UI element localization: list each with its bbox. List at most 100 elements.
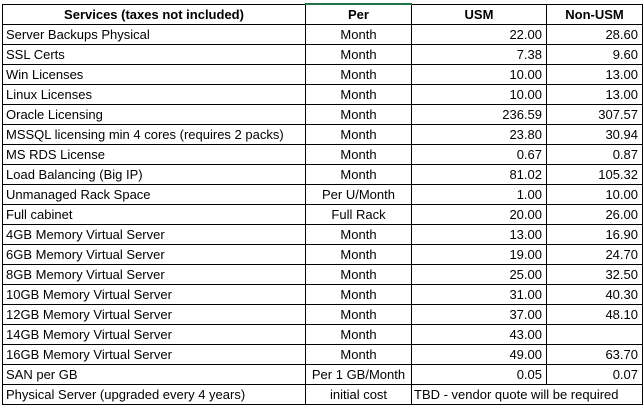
table-row: Load Balancing (Big IP) Month 81.02 105.32 (2, 164, 643, 185)
per-cell[interactable]: Month (305, 64, 412, 85)
per-cell[interactable]: Month (305, 264, 412, 285)
non-usm-price-cell[interactable]: 48.10 (546, 304, 643, 325)
table-row: Unmanaged Rack Space Per U/Month 1.00 10.00 (2, 184, 643, 205)
usm-price-cell[interactable]: 49.00 (411, 344, 547, 365)
service-cell[interactable]: Win Licenses (2, 64, 306, 85)
table-row: 8GB Memory Virtual Server Month 25.00 32.50 (2, 264, 643, 285)
usm-price-cell[interactable]: 10.00 (411, 84, 547, 105)
per-cell[interactable]: Month (305, 344, 412, 365)
table-row: 10GB Memory Virtual Server Month 31.00 40.3… (2, 284, 643, 305)
non-usm-price-cell[interactable]: 307.57 (546, 104, 643, 125)
non-usm-price-cell[interactable]: 105.32 (546, 164, 643, 185)
per-cell[interactable]: Month (305, 144, 412, 165)
header-non-usm[interactable]: Non-USM (546, 3, 643, 25)
table-row: 6GB Memory Virtual Server Month 19.00 24.70 (2, 244, 643, 265)
usm-price-cell[interactable]: 19.00 (411, 244, 547, 265)
table-row: Oracle Licensing Month 236.59 307.57 (2, 104, 643, 125)
non-usm-price-cell[interactable] (546, 324, 643, 345)
usm-price-cell[interactable]: 25.00 (411, 264, 547, 285)
usm-price-cell[interactable]: 236.59 (411, 104, 547, 125)
non-usm-price-cell[interactable]: 0.07 (546, 364, 643, 385)
usm-price-cell[interactable]: 0.05 (411, 364, 547, 385)
service-cell[interactable]: Full cabinet (2, 204, 306, 225)
non-usm-price-cell[interactable]: 0.87 (546, 144, 643, 165)
service-cell[interactable]: 16GB Memory Virtual Server (2, 344, 306, 365)
per-cell[interactable]: initial cost (305, 384, 412, 405)
per-cell[interactable]: Month (305, 164, 412, 185)
non-usm-price-cell[interactable]: 24.70 (546, 244, 643, 265)
usm-price-cell[interactable]: 0.67 (411, 144, 547, 165)
usm-price-cell[interactable]: 23.80 (411, 124, 547, 145)
vendor-quote-note-cell[interactable]: TBD - vendor quote will be required (411, 384, 643, 405)
non-usm-price-cell[interactable]: 28.60 (546, 24, 643, 45)
usm-price-cell[interactable]: 13.00 (411, 224, 547, 245)
table-row: 12GB Memory Virtual Server Month 37.00 48.1… (2, 304, 643, 325)
table-body: Server Backups Physical Month 22.00 28.60 SS… (2, 24, 643, 405)
header-row: Services (taxes not included) Per USM No… (2, 3, 643, 25)
service-cell[interactable]: Physical Server (upgraded every 4 years) (2, 384, 306, 405)
service-cell[interactable]: Load Balancing (Big IP) (2, 164, 306, 185)
non-usm-price-cell[interactable]: 63.70 (546, 344, 643, 365)
service-cell[interactable]: Unmanaged Rack Space (2, 184, 306, 205)
non-usm-price-cell[interactable]: 32.50 (546, 264, 643, 285)
non-usm-price-cell[interactable]: 26.00 (546, 204, 643, 225)
non-usm-price-cell[interactable]: 40.30 (546, 284, 643, 305)
per-cell[interactable]: Month (305, 324, 412, 345)
service-cell[interactable]: 10GB Memory Virtual Server (2, 284, 306, 305)
service-cell[interactable]: SAN per GB (2, 364, 306, 385)
non-usm-price-cell[interactable]: 16.90 (546, 224, 643, 245)
usm-price-cell[interactable]: 81.02 (411, 164, 547, 185)
usm-price-cell[interactable]: 7.38 (411, 44, 547, 65)
per-cell[interactable]: Per 1 GB/Month (305, 364, 412, 385)
service-cell[interactable]: Server Backups Physical (2, 24, 306, 45)
service-cell[interactable]: 12GB Memory Virtual Server (2, 304, 306, 325)
table-row: Server Backups Physical Month 22.00 28.60 (2, 24, 643, 45)
table-row: Win Licenses Month 10.00 13.00 (2, 64, 643, 85)
non-usm-price-cell[interactable]: 13.00 (546, 84, 643, 105)
per-cell[interactable]: Month (305, 224, 412, 245)
non-usm-price-cell[interactable]: 9.60 (546, 44, 643, 65)
table-row: Linux Licenses Month 10.00 13.00 (2, 84, 643, 105)
per-cell[interactable]: Month (305, 304, 412, 325)
service-cell[interactable]: SSL Certs (2, 44, 306, 65)
table-row: Physical Server (upgraded every 4 years)… (2, 384, 643, 405)
per-cell[interactable]: Month (305, 24, 412, 45)
per-cell[interactable]: Full Rack (305, 204, 412, 225)
usm-price-cell[interactable]: 1.00 (411, 184, 547, 205)
table-row: 4GB Memory Virtual Server Month 13.00 16.90 (2, 224, 643, 245)
usm-price-cell[interactable]: 22.00 (411, 24, 547, 45)
table-row: SSL Certs Month 7.38 9.60 (2, 44, 643, 65)
per-cell[interactable]: Month (305, 44, 412, 65)
per-cell[interactable]: Month (305, 284, 412, 305)
per-cell[interactable]: Month (305, 244, 412, 265)
per-cell[interactable]: Month (305, 104, 412, 125)
usm-price-cell[interactable]: 20.00 (411, 204, 547, 225)
service-cell[interactable]: MS RDS License (2, 144, 306, 165)
pricing-table: Services (taxes not included) Per USM No… (2, 3, 643, 405)
header-usm[interactable]: USM (411, 3, 547, 25)
table-row: MSSQL licensing min 4 cores (requires 2 … (2, 124, 643, 145)
header-services[interactable]: Services (taxes not included) (2, 3, 306, 25)
service-cell[interactable]: MSSQL licensing min 4 cores (requires 2 … (2, 124, 306, 145)
table-row: SAN per GB Per 1 GB/Month 0.05 0.07 (2, 364, 643, 385)
usm-price-cell[interactable]: 37.00 (411, 304, 547, 325)
service-cell[interactable]: Linux Licenses (2, 84, 306, 105)
per-cell[interactable]: Month (305, 84, 412, 105)
table-row: 14GB Memory Virtual Server Month 43.00 (2, 324, 643, 345)
service-cell[interactable]: 4GB Memory Virtual Server (2, 224, 306, 245)
usm-price-cell[interactable]: 31.00 (411, 284, 547, 305)
service-cell[interactable]: 14GB Memory Virtual Server (2, 324, 306, 345)
service-cell[interactable]: 6GB Memory Virtual Server (2, 244, 306, 265)
non-usm-price-cell[interactable]: 10.00 (546, 184, 643, 205)
table-row: MS RDS License Month 0.67 0.87 (2, 144, 643, 165)
per-cell[interactable]: Month (305, 124, 412, 145)
service-cell[interactable]: 8GB Memory Virtual Server (2, 264, 306, 285)
non-usm-price-cell[interactable]: 13.00 (546, 64, 643, 85)
non-usm-price-cell[interactable]: 30.94 (546, 124, 643, 145)
usm-price-cell[interactable]: 10.00 (411, 64, 547, 85)
service-cell[interactable]: Oracle Licensing (2, 104, 306, 125)
usm-price-cell[interactable]: 43.00 (411, 324, 547, 345)
header-per[interactable]: Per (305, 3, 412, 25)
table-row: 16GB Memory Virtual Server Month 49.00 63.7… (2, 344, 643, 365)
per-cell[interactable]: Per U/Month (305, 184, 412, 205)
